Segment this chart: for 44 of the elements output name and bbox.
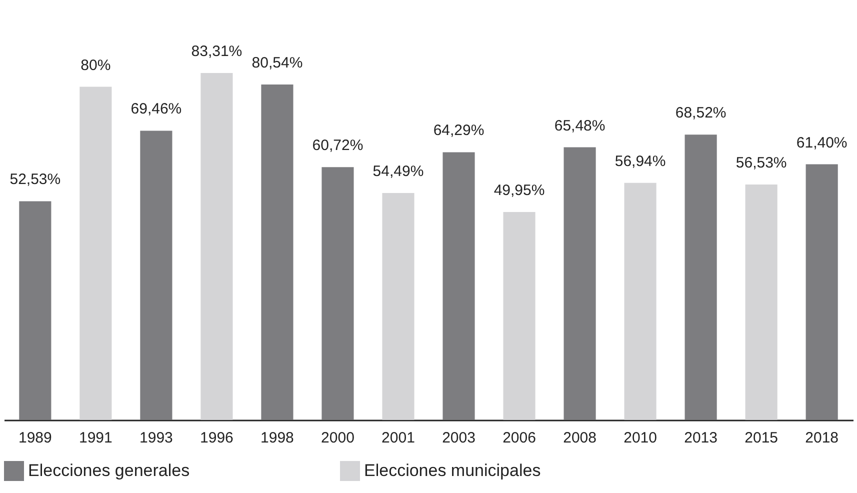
bar [261,84,294,420]
data-label: 56,94% [614,152,666,170]
bar [745,184,778,420]
bar [624,182,656,420]
x-tick-label: 1993 [140,430,173,446]
bar [503,212,536,420]
data-label: 54,49% [372,163,424,180]
bar [684,134,717,420]
data-label: 56,53% [736,154,787,172]
data-label: 83,31% [191,43,242,60]
data-label: 69,46% [130,100,182,118]
data-label: 64,29% [433,122,484,140]
bar [564,147,596,420]
x-tick-label: 2013 [684,430,718,446]
x-tick-label: 1991 [78,430,112,446]
bar [140,130,172,420]
x-tick-label: 2008 [563,430,596,446]
bar [200,73,233,420]
bar [382,193,414,420]
data-label: 80% [80,56,111,74]
bar [80,86,112,420]
x-tick-label: 2000 [321,430,354,446]
bar [19,201,52,420]
x-tick-label: 2015 [744,430,778,446]
x-tick-label: 1989 [18,430,52,446]
x-tick-label: 2003 [442,430,476,446]
bar [442,152,475,420]
data-label: 65,48% [554,117,606,134]
data-label: 61,40% [796,134,848,152]
data-label: 52,53% [10,171,61,188]
x-tick-label: 1998 [260,430,294,446]
legend-label: Elecciones generales [28,461,190,480]
data-label: 49,95% [494,182,545,199]
x-tick-label: 2006 [502,430,536,446]
legend-label: Elecciones municipales [364,461,541,480]
x-tick-label: 1996 [200,430,234,446]
data-label: 60,72% [312,137,364,154]
bar [322,167,354,420]
bar [806,164,838,420]
x-tick-label: 2001 [382,430,415,446]
x-tick-label: 2018 [805,430,839,446]
data-label: 80,54% [252,54,303,72]
data-label: 68,52% [675,104,726,122]
x-tick-label: 2010 [624,430,657,446]
